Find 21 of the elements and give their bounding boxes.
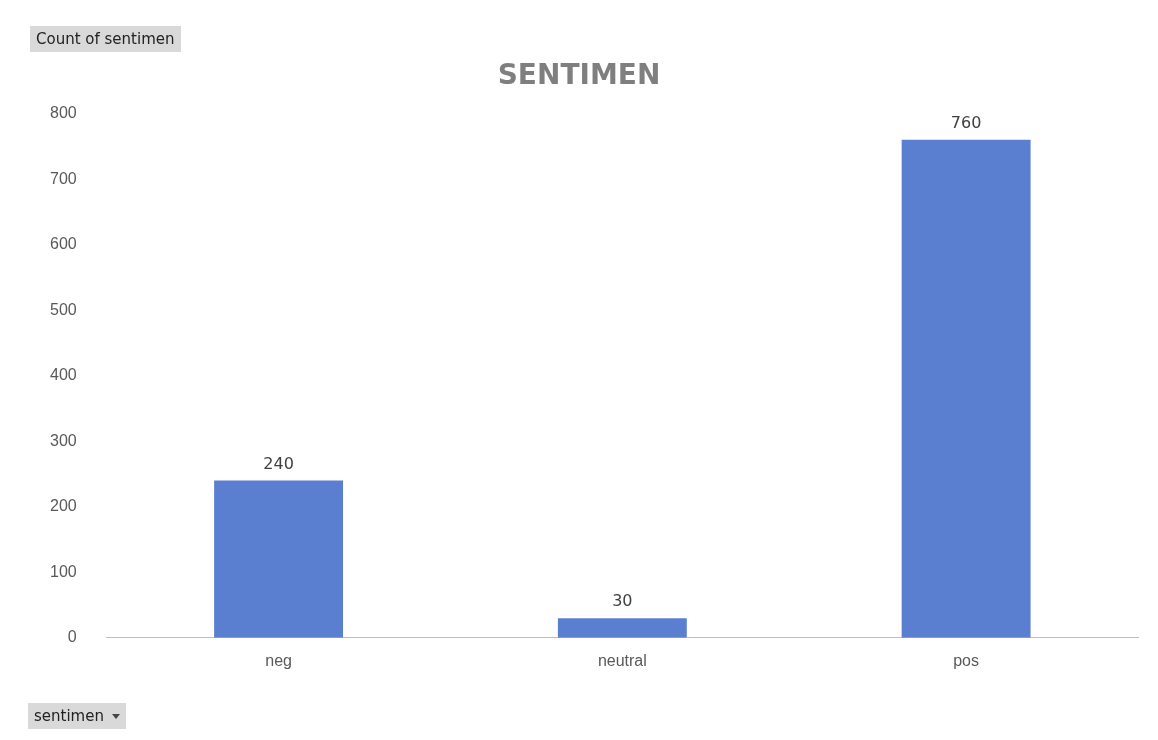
bar bbox=[901, 139, 1031, 638]
y-tick-label: 0 bbox=[67, 628, 77, 646]
y-tick-label: 500 bbox=[49, 300, 77, 318]
y-tick-label: 700 bbox=[49, 169, 77, 187]
bar bbox=[214, 480, 344, 638]
bar bbox=[557, 618, 687, 638]
y-tick-label: 600 bbox=[49, 235, 77, 253]
x-tick-label: pos bbox=[953, 651, 980, 669]
y-tick-label: 300 bbox=[49, 431, 77, 449]
text: sentimen bbox=[34, 707, 104, 725]
y-tick-label: 800 bbox=[49, 104, 77, 122]
x-tick-label: neutral bbox=[597, 651, 647, 669]
chart-title: SENTIMEN bbox=[497, 58, 661, 92]
data-label: 240 bbox=[263, 453, 294, 473]
y-tick-label: 200 bbox=[49, 497, 77, 515]
x-tick-label: neg bbox=[265, 651, 292, 669]
y-tick-label: 400 bbox=[49, 366, 77, 384]
data-label: 760 bbox=[950, 112, 982, 132]
y-tick-label: 100 bbox=[49, 562, 77, 580]
data-label: 30 bbox=[612, 591, 633, 611]
text: Count of sentimen bbox=[36, 30, 175, 48]
